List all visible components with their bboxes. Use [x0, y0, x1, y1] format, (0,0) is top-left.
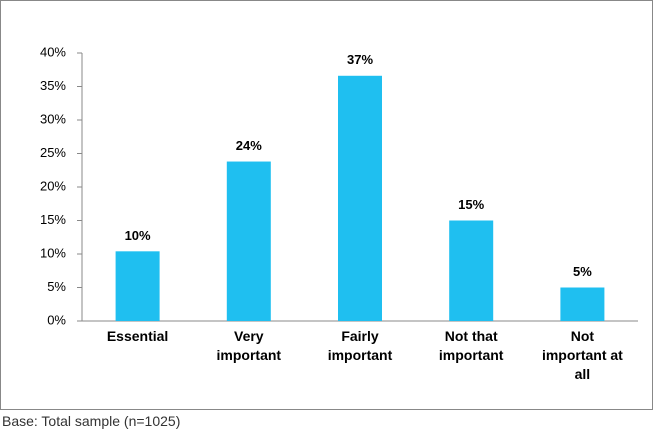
bar	[338, 75, 382, 321]
bar	[226, 161, 271, 321]
data-label: 10%	[125, 228, 151, 243]
frame	[0, 0, 653, 410]
x-tick-label: Fairly important	[327, 328, 393, 363]
x-tick-label: Not that important	[438, 328, 504, 363]
x-tick-label: Essential	[106, 328, 169, 344]
data-label: 24%	[236, 138, 262, 153]
data-label: 37%	[347, 52, 373, 67]
bar	[560, 287, 605, 321]
y-tick-label: 30%	[40, 111, 66, 126]
x-tick-label: Not important at all	[541, 328, 623, 382]
y-tick-label: 35%	[40, 78, 66, 93]
y-tick-label: 0%	[47, 312, 66, 327]
y-tick-label: 20%	[40, 178, 66, 193]
data-label: 15%	[458, 197, 484, 212]
y-tick-label: 25%	[40, 145, 66, 160]
y-tick-label: 10%	[40, 245, 66, 260]
data-label: 5%	[573, 264, 592, 279]
y-tick-label: 40%	[40, 44, 66, 59]
bar	[449, 220, 494, 321]
y-tick-label: 5%	[47, 279, 66, 294]
y-tick-label: 15%	[40, 212, 66, 227]
footnote: Base: Total sample (n=1025)	[2, 413, 181, 429]
bar	[115, 251, 160, 321]
x-tick-label: Very important	[216, 328, 282, 363]
